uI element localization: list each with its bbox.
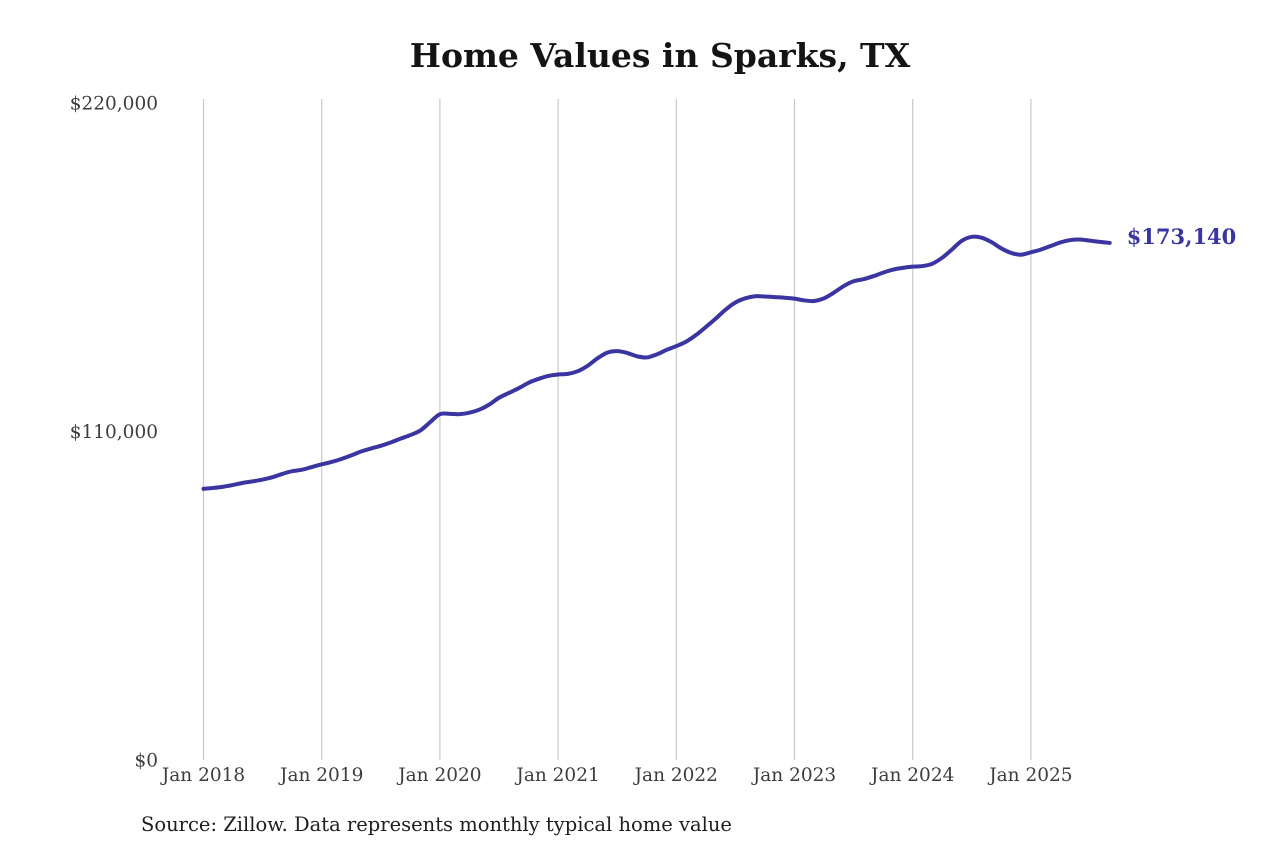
x-axis-tick-label: Jan 2018 <box>160 765 245 786</box>
y-axis-tick-label: $0 <box>134 751 158 772</box>
end-value-label: $173,140 <box>1127 224 1237 249</box>
x-axis-tick-label: Jan 2022 <box>633 765 718 786</box>
x-axis-tick-label: Jan 2023 <box>751 765 836 786</box>
y-axis-tick-label: $220,000 <box>70 94 158 115</box>
x-axis-tick-label: Jan 2025 <box>987 765 1072 786</box>
x-axis-tick-label: Jan 2020 <box>396 765 481 786</box>
x-axis-tick-label: Jan 2021 <box>514 765 599 786</box>
source-note: Source: Zillow. Data represents monthly … <box>141 813 732 836</box>
home-value-line <box>201 234 1112 491</box>
y-axis-tick-label: $110,000 <box>70 422 158 443</box>
chart-title: Home Values in Sparks, TX <box>409 36 911 75</box>
x-axis-tick-label: Jan 2019 <box>278 765 363 786</box>
x-axis-tick-label: Jan 2024 <box>869 765 954 786</box>
